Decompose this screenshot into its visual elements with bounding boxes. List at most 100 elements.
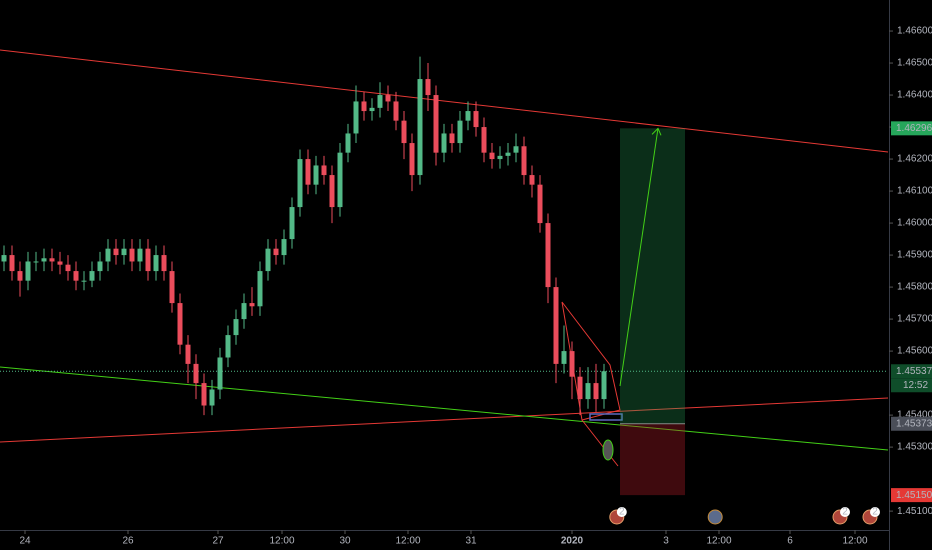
- drawings: [0, 49, 889, 496]
- candle-body: [489, 152, 495, 160]
- stop-label: 1.45150: [896, 490, 932, 501]
- y-tick-label: 1.46500: [897, 58, 932, 69]
- candle-body: [497, 155, 503, 160]
- candle-body: [81, 280, 87, 282]
- candle-body: [113, 248, 119, 256]
- last-price-label-bg: [891, 364, 932, 379]
- event-count-bg: [616, 507, 627, 517]
- candle-body: [233, 319, 239, 336]
- candle-body: [377, 95, 383, 108]
- candle-body: [153, 255, 159, 272]
- candle-body: [337, 152, 343, 208]
- candle-body: [345, 133, 351, 153]
- candle-body: [441, 133, 447, 153]
- candle-body: [177, 303, 183, 345]
- candle-body: [593, 383, 599, 400]
- candle-body: [521, 146, 527, 176]
- candle-body: [449, 133, 455, 144]
- candle-body: [249, 303, 255, 307]
- candle-body: [25, 261, 31, 281]
- channel-top: [0, 49, 889, 153]
- candle-body: [393, 101, 399, 121]
- candle-body: [409, 143, 415, 176]
- candle-body: [433, 95, 439, 153]
- y-tick-label: 1.45900: [897, 250, 932, 261]
- ellipse: [602, 439, 614, 461]
- candle-body: [41, 258, 47, 262]
- candle-body: [129, 248, 135, 262]
- candle-body: [217, 357, 223, 390]
- candle-body: [169, 271, 175, 304]
- candle-body: [161, 255, 167, 272]
- event-count: 2: [619, 507, 625, 518]
- candle-body: [257, 271, 263, 307]
- candle-body: [265, 248, 271, 272]
- candle-body: [577, 376, 583, 400]
- candle-body: [17, 271, 23, 281]
- candle-body: [241, 303, 247, 320]
- candle-body: [545, 223, 551, 288]
- candle-body: [313, 165, 319, 185]
- x-tick-label: 6: [787, 536, 793, 547]
- y-tick-label: 1.46400: [897, 90, 932, 101]
- event-count: 2: [872, 507, 878, 518]
- candle-body: [65, 264, 71, 272]
- candle-body: [145, 248, 151, 272]
- candle-body: [553, 287, 559, 364]
- candle-body: [369, 107, 375, 112]
- target-arrow: [619, 128, 659, 387]
- candle-body: [289, 207, 295, 240]
- y-tick-label: 1.45100: [897, 506, 932, 517]
- y-tick-label: 1.46600: [897, 26, 932, 37]
- candle-body: [33, 261, 39, 263]
- x-tick-label: 30: [339, 536, 351, 547]
- candle-body: [225, 335, 231, 358]
- box: [589, 413, 623, 421]
- candle-body: [561, 351, 567, 364]
- projection: [581, 419, 619, 467]
- target-label: 1.46296: [896, 123, 932, 134]
- candle-body: [49, 258, 55, 262]
- candle-body: [73, 271, 79, 281]
- candle-body: [1, 255, 7, 262]
- x-tick-label: 12:00: [395, 536, 420, 547]
- x-tick-label: 26: [122, 536, 134, 547]
- candle-body: [121, 248, 127, 256]
- candle-body: [9, 255, 15, 272]
- x-tick-label: 12:00: [842, 536, 867, 547]
- candle-body: [473, 111, 479, 128]
- x-tick-label: 31: [465, 536, 477, 547]
- candle-body: [297, 159, 303, 208]
- candle-body: [201, 383, 207, 406]
- candle-body: [321, 165, 327, 176]
- candle-body: [401, 120, 407, 144]
- y-tick-label: 1.45400: [897, 410, 932, 421]
- candle-body: [273, 248, 279, 256]
- countdown: 12:52: [903, 380, 928, 391]
- candle-body: [105, 248, 111, 262]
- candle-body: [185, 344, 191, 364]
- entry-label-bg: [891, 416, 932, 431]
- candle-body: [457, 120, 463, 144]
- x-tick-label: 27: [212, 536, 224, 547]
- candle-body: [569, 351, 575, 377]
- y-tick-label: 1.45700: [897, 314, 932, 325]
- x-tick-label: 2020: [561, 536, 584, 547]
- x-tick-label: 12:00: [706, 536, 731, 547]
- x-tick-label: 24: [19, 536, 31, 547]
- candle-body: [385, 95, 391, 102]
- candle-body: [585, 383, 591, 400]
- x-tick-label: 3: [663, 536, 669, 547]
- candle-body: [57, 261, 63, 265]
- y-tick-label: 1.45600: [897, 346, 932, 357]
- candle-body: [601, 371, 607, 400]
- candle-body: [361, 101, 367, 112]
- candle-body: [209, 389, 215, 406]
- candle-body: [465, 111, 471, 121]
- candle-body: [505, 152, 511, 156]
- event-count: 2: [842, 507, 848, 518]
- candle-body: [529, 175, 535, 185]
- last-price-label: 1.45537: [896, 366, 932, 377]
- entry-label: 1.45373: [896, 418, 932, 429]
